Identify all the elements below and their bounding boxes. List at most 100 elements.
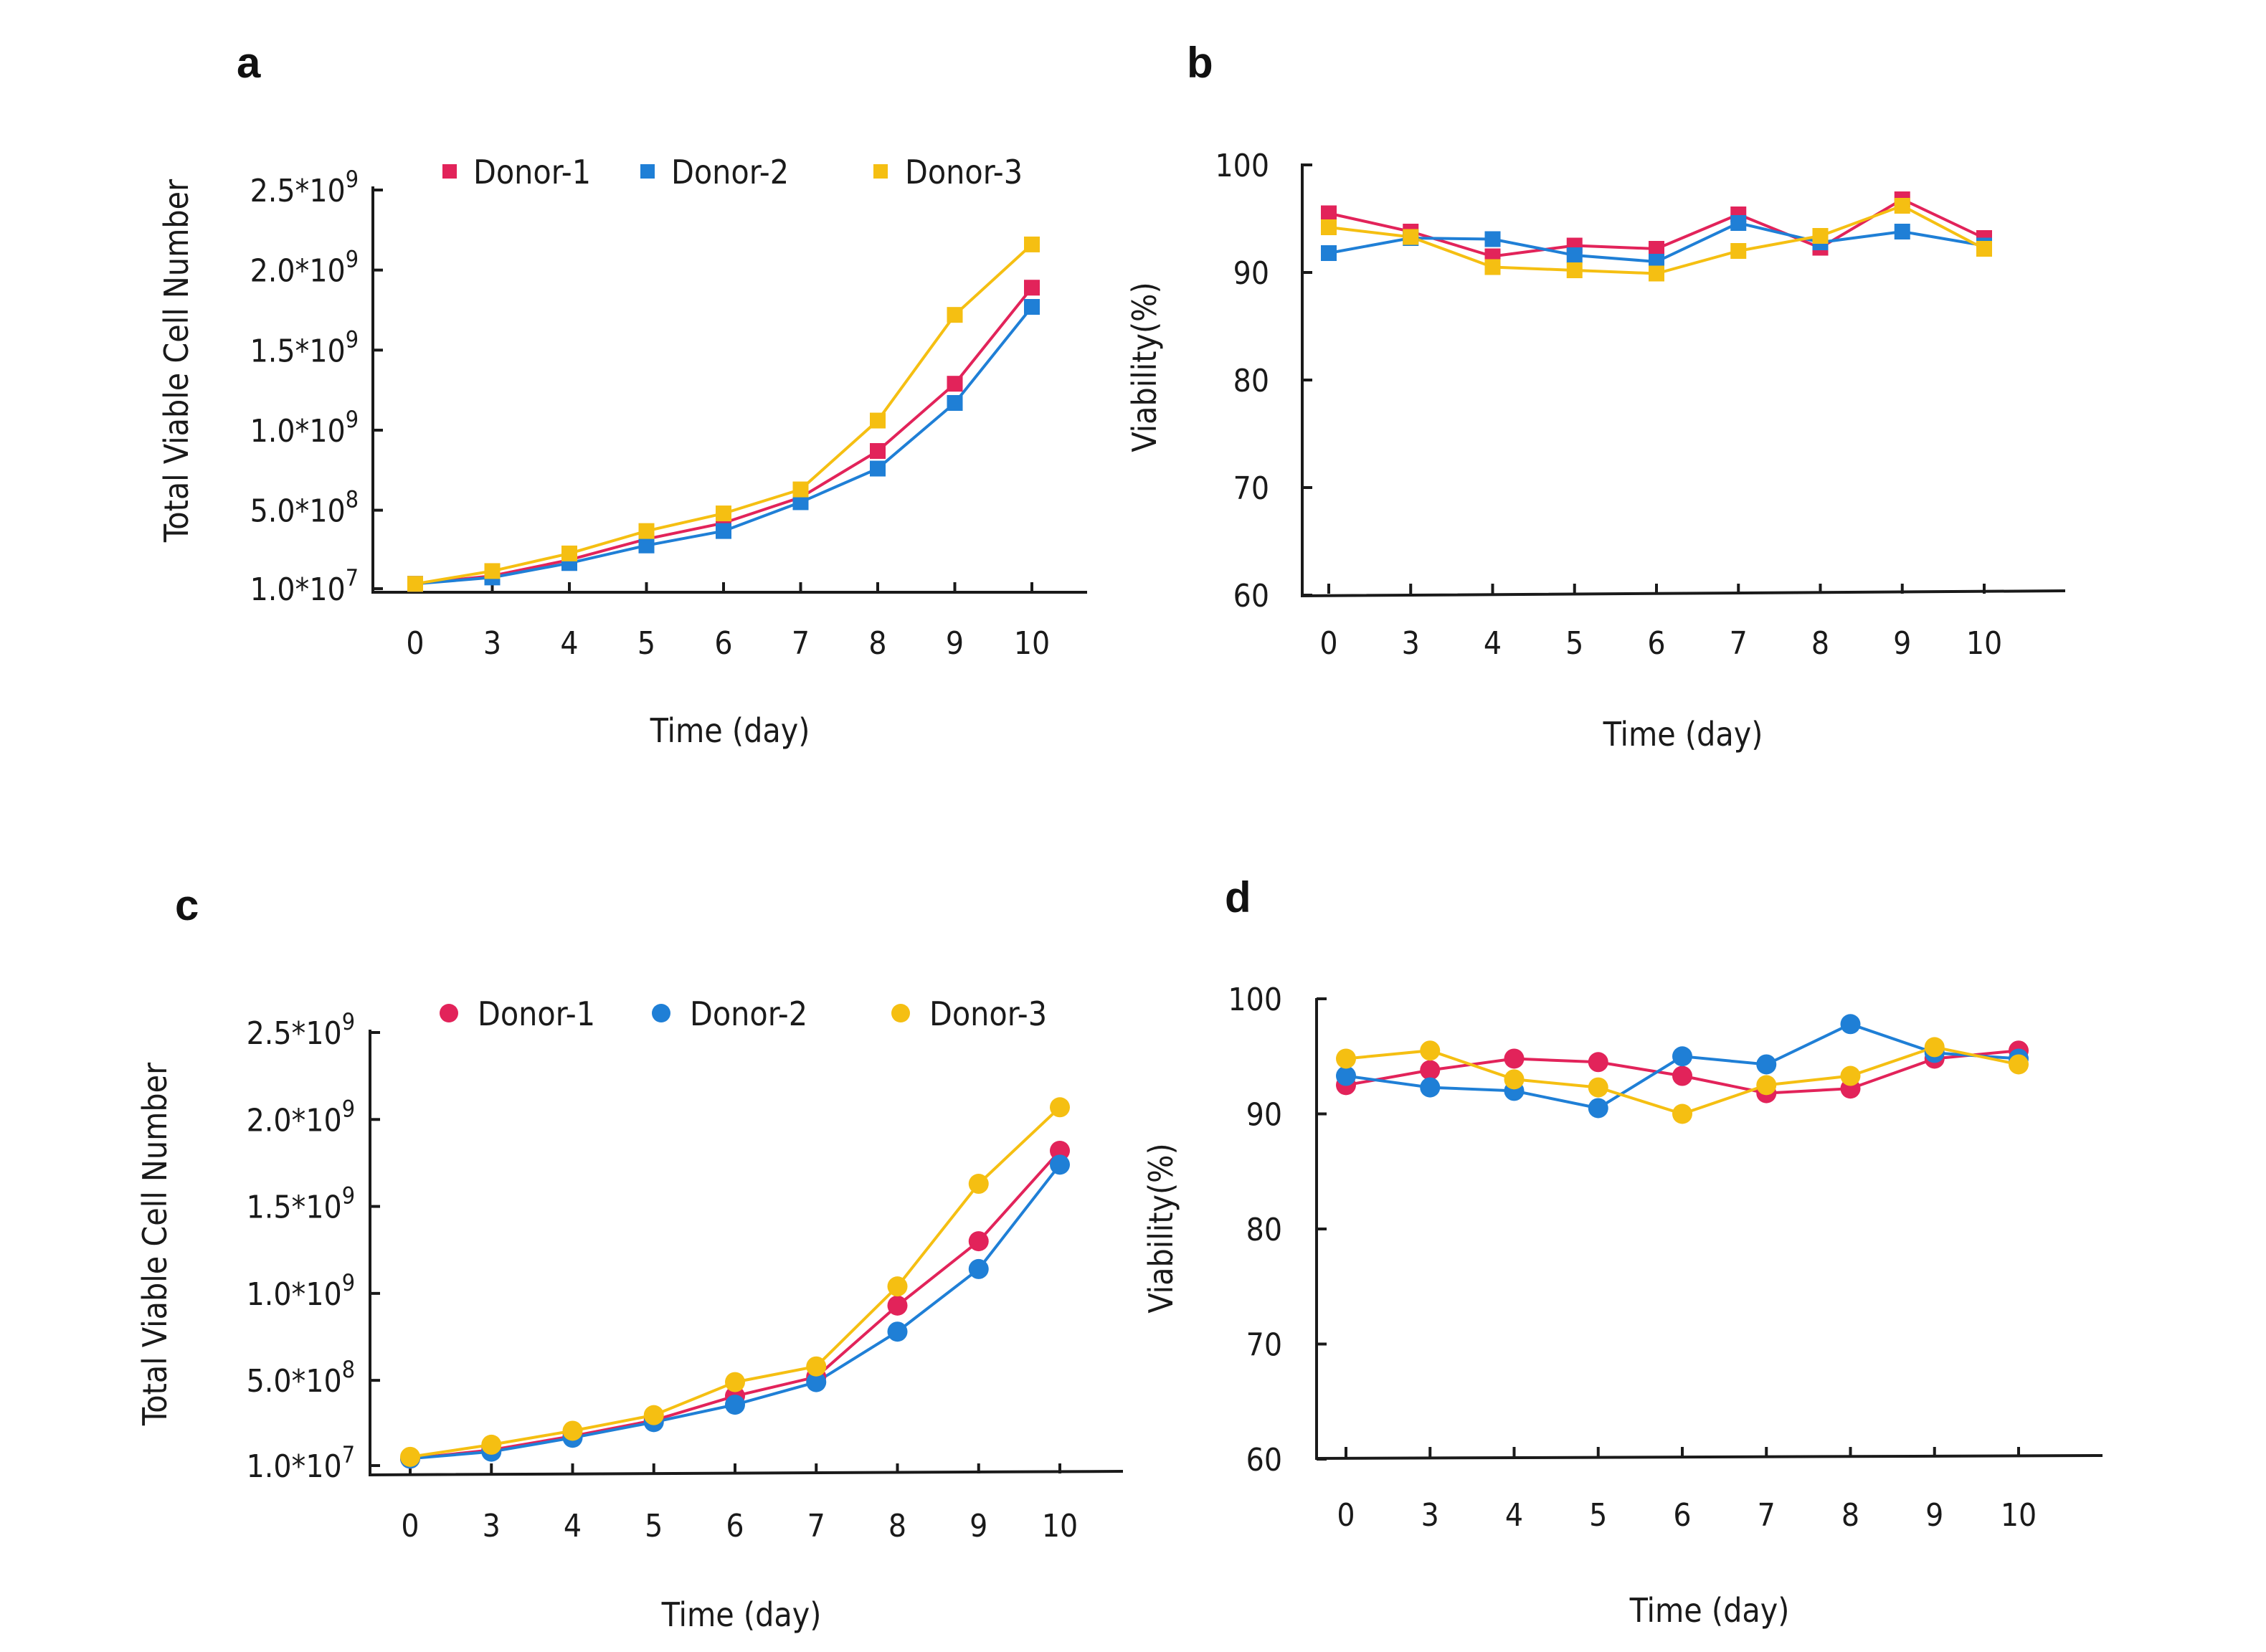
y-tick-label: 70 [1246, 1327, 1282, 1364]
y-tick-label: 2.5*109 [250, 166, 359, 209]
plot-area [407, 236, 1040, 592]
x-tick-label: 5 [637, 625, 655, 662]
data-point-donor-2 [716, 523, 731, 539]
data-point-donor-2 [870, 460, 886, 477]
y-tick-labels: 60 70 80 90 100 [1228, 982, 1282, 1478]
y-tick-marks [373, 189, 383, 590]
x-tick-labels: 0 3 4 5 6 7 8 9 10 [1337, 1497, 2037, 1534]
y-tick-labels: 60 70 80 90 100 [1215, 148, 1269, 614]
x-tick-label: 6 [1673, 1497, 1691, 1534]
x-tick-label: 5 [1565, 625, 1583, 662]
y-tick-labels: 1.0*107 5.0*108 1.0*109 1.5*109 2.0*109 2.5*1… [250, 166, 359, 608]
legend-label-donor-1: Donor-1 [473, 153, 591, 191]
data-point-donor-2 [1336, 1065, 1356, 1086]
panel-d: d 60 70 80 90 100 0 3 4 5 6 7 8 9 10 Time (day) Viab… [1142, 873, 2103, 1630]
data-point-donor-1 [947, 376, 963, 392]
data-point-donor-3 [561, 545, 577, 561]
x-tick-labels: 0 3 4 5 6 7 8 9 10 [406, 625, 1050, 662]
data-point-donor-1 [870, 442, 886, 459]
data-point-donor-3 [887, 1276, 908, 1297]
legend-label-donor-2: Donor-2 [671, 153, 789, 191]
x-tick-labels: 0 3 4 5 6 7 8 9 10 [401, 1508, 1078, 1544]
y-tick-label: 2.0*109 [247, 1095, 355, 1139]
x-tick-label: 9 [1925, 1497, 1943, 1534]
data-point-donor-3 [725, 1372, 745, 1392]
x-tick-label: 8 [868, 625, 886, 662]
data-point-donor-3 [1976, 241, 1992, 257]
data-point-donor-2 [1484, 231, 1501, 247]
x-tick-label: 3 [1402, 625, 1420, 662]
data-point-donor-3 [1504, 1069, 1525, 1090]
x-tick-label: 3 [1421, 1497, 1439, 1534]
data-point-donor-3 [1924, 1037, 1945, 1058]
y-tick-label: 80 [1233, 363, 1269, 399]
y-axis-title: Total Viable Cell Number [157, 179, 196, 543]
data-point-donor-2 [1894, 224, 1910, 239]
x-tick-label: 0 [1337, 1497, 1355, 1534]
y-tick-marks [1302, 163, 1312, 597]
data-point-donor-2 [1566, 247, 1583, 263]
y-tick-label: 100 [1228, 982, 1282, 1018]
x-tick-label: 6 [714, 625, 732, 662]
x-tick-label: 7 [792, 625, 810, 662]
legend-swatch-donor-3 [891, 1004, 910, 1022]
y-tick-exponent: 9 [346, 406, 359, 433]
data-point-donor-2 [887, 1321, 908, 1342]
x-tick-label: 10 [1042, 1508, 1078, 1544]
y-tick-marks [370, 1031, 380, 1467]
data-point-donor-3 [407, 576, 423, 592]
y-tick-exponent: 9 [342, 1008, 355, 1035]
data-point-donor-3 [2009, 1054, 2029, 1075]
x-tick-label: 8 [1811, 625, 1829, 662]
y-tick-exponent: 9 [346, 326, 359, 353]
data-point-donor-3 [484, 563, 501, 579]
data-point-donor-1 [1420, 1060, 1441, 1081]
panel-c: c Donor-1 Donor-2 Donor-3 1.0*107 5.0*108… [136, 881, 1124, 1634]
x-tick-label: 0 [401, 1508, 419, 1544]
legend-swatch-donor-1 [442, 164, 457, 179]
legend-swatch-donor-2 [652, 1004, 670, 1022]
axes [371, 186, 1087, 594]
legend-label-donor-3: Donor-3 [929, 994, 1047, 1033]
legend-label-donor-3: Donor-3 [905, 153, 1023, 191]
data-point-donor-3 [1050, 1097, 1070, 1118]
data-point-donor-3 [1756, 1075, 1777, 1096]
data-point-donor-2 [806, 1372, 827, 1392]
y-tick-exponent: 9 [346, 166, 359, 193]
data-point-donor-2 [1050, 1154, 1070, 1175]
x-tick-labels: 0 3 4 5 6 7 8 9 10 [1319, 625, 2002, 662]
data-point-donor-2 [1024, 299, 1040, 315]
data-point-donor-1 [968, 1231, 989, 1252]
x-tick-label: 4 [564, 1508, 582, 1544]
y-tick-exponent: 8 [346, 486, 359, 513]
y-tick-label: 90 [1246, 1097, 1282, 1134]
data-point-donor-3 [806, 1356, 827, 1377]
data-point-donor-2 [1840, 1014, 1861, 1035]
x-tick-label: 0 [406, 625, 424, 662]
data-point-donor-3 [1403, 229, 1419, 245]
y-axis-title: Total Viable Cell Number [136, 1062, 174, 1426]
data-point-donor-2 [725, 1395, 745, 1415]
data-point-donor-1 [1024, 280, 1040, 296]
x-tick-label: 4 [1505, 1497, 1523, 1534]
panel-letter: a [237, 39, 261, 87]
y-tick-label: 2.5*109 [247, 1008, 355, 1052]
y-tick-label: 60 [1246, 1442, 1282, 1478]
x-tick-label: 10 [2001, 1497, 2037, 1534]
y-tick-label: 1.0*107 [247, 1441, 355, 1485]
x-tick-label: 7 [807, 1508, 825, 1544]
x-tick-label: 9 [946, 625, 964, 662]
data-point-donor-3 [481, 1434, 502, 1455]
data-point-donor-2 [947, 394, 963, 411]
data-point-donor-3 [716, 505, 731, 522]
data-point-donor-3 [870, 412, 886, 429]
x-tick-label: 6 [726, 1508, 744, 1544]
data-point-donor-3 [1024, 236, 1040, 252]
x-tick-label: 5 [1589, 1497, 1607, 1534]
series-line-donor-2 [414, 305, 1033, 586]
data-point-donor-3 [638, 523, 655, 539]
x-tick-label: 3 [483, 625, 501, 662]
y-tick-label: 1.0*109 [250, 406, 359, 450]
x-tick-label: 8 [1841, 1497, 1859, 1534]
data-point-donor-2 [1730, 215, 1747, 231]
